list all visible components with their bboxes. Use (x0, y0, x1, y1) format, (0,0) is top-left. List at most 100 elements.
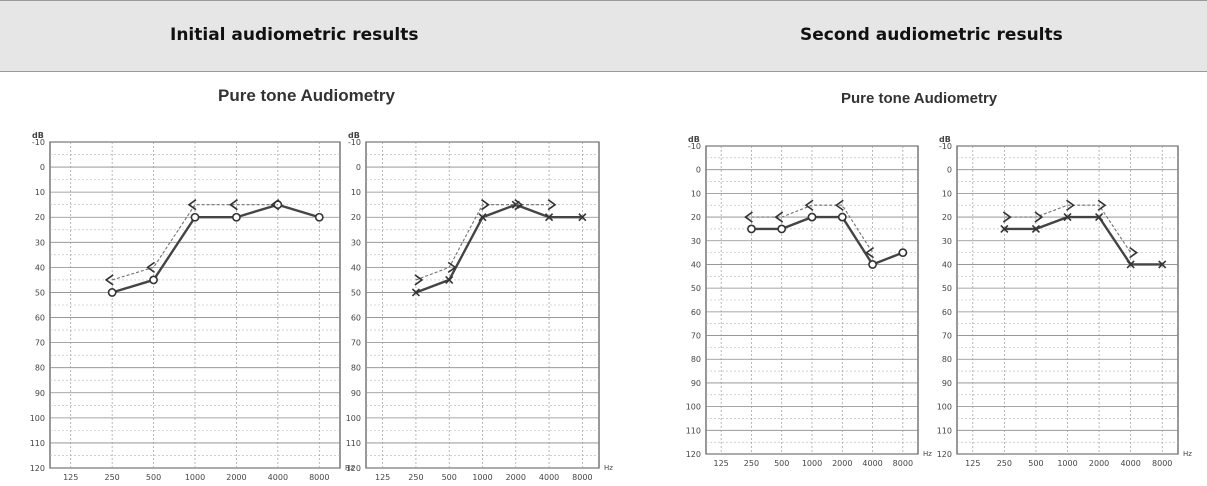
data-point-x (1095, 213, 1104, 222)
data-point-less-than (104, 274, 114, 286)
x-tick-label: 500 (1028, 459, 1043, 468)
x-tick-label: 2000 (832, 459, 852, 468)
y-tick-label: 10 (942, 189, 952, 198)
x-tick-label: 125 (965, 459, 980, 468)
results-header: Initial audiometric results Second audio… (0, 0, 1207, 72)
data-point-less-than (229, 199, 238, 211)
series-line (415, 204, 550, 281)
data-point-greater-than (481, 199, 490, 211)
initial-audiometry-title: Pure tone Audiometry (218, 86, 395, 105)
x-tick-label: 250 (408, 473, 423, 482)
y-tick-label: 70 (35, 339, 45, 348)
y-tick-label: 0 (696, 166, 701, 175)
x-tick-label: 1000 (185, 473, 205, 482)
y-tick-label: 20 (942, 213, 952, 222)
y-unit-label: dB (688, 135, 700, 144)
data-point-greater-than (1002, 211, 1012, 223)
series-line (111, 203, 320, 294)
y-tick-label: 40 (691, 260, 701, 269)
y-tick-label: 30 (691, 237, 701, 246)
x-tick-label: 8000 (893, 459, 913, 468)
x-tick-label: 8000 (309, 473, 329, 482)
y-tick-label: 10 (691, 189, 701, 198)
y-tick-label: 10 (351, 188, 361, 197)
series-line (751, 204, 874, 253)
series-line (751, 215, 904, 266)
y-tick-label: 60 (691, 308, 701, 317)
y-tick-label: 100 (937, 403, 952, 412)
data-point-circle (837, 212, 847, 222)
y-tick-label: 110 (346, 439, 361, 448)
y-tick-label: 60 (351, 314, 361, 323)
audiogram-second-right: -10 0 10 20 30 40 50 60 70 80 90 100 110 120 125 250 500… (686, 135, 933, 468)
data-point-greater-than (414, 274, 424, 286)
data-point-circle (232, 212, 241, 222)
data-point-x (1000, 224, 1009, 233)
y-tick-label: 80 (942, 355, 952, 364)
data-point-less-than (744, 211, 753, 223)
y-tick-label: 20 (691, 213, 701, 222)
data-point-less-than (774, 211, 784, 223)
y-tick-label: 60 (942, 308, 952, 317)
y-tick-label: 120 (346, 464, 361, 473)
y-tick-label: 30 (351, 238, 361, 247)
y-tick-label: 100 (346, 414, 361, 423)
audiogram-initial-left: -10 0 10 20 30 40 50 60 70 80 90 100 110 120 125 250 500… (346, 131, 614, 482)
data-point-greater-than (1066, 199, 1075, 211)
data-point-greater-than (1034, 211, 1044, 223)
data-point-less-than (187, 199, 197, 211)
data-point-x (1126, 260, 1135, 269)
y-tick-label: 90 (35, 389, 45, 398)
x-tick-label: 1000 (802, 459, 822, 468)
x-tick-label: 2000 (1089, 459, 1109, 468)
data-point-circle (898, 248, 908, 258)
data-point-x (1063, 213, 1072, 222)
y-tick-label: 80 (351, 364, 361, 373)
x-tick-label: 2000 (506, 473, 526, 482)
data-point-greater-than (447, 261, 457, 274)
y-tick-label: 50 (35, 288, 45, 297)
x-tick-label: 4000 (268, 473, 288, 482)
y-tick-label: 100 (30, 414, 45, 423)
x-unit-label: Hz (923, 450, 932, 458)
x-tick-label: 1000 (1057, 459, 1077, 468)
y-tick-label: 40 (942, 260, 952, 269)
x-tick-label: 250 (105, 473, 120, 482)
y-tick-label: 30 (942, 237, 952, 246)
data-point-circle (107, 288, 117, 297)
initial-results-heading: Initial audiometric results (170, 25, 419, 45)
y-tick-label: 60 (35, 314, 45, 323)
y-tick-label: 10 (35, 188, 45, 197)
y-tick-label: 120 (30, 464, 45, 473)
x-unit-label: Hz (1183, 450, 1192, 458)
second-audiometry-title: Pure tone Audiometry (841, 90, 998, 107)
data-point-x (478, 213, 487, 222)
data-point-greater-than (547, 199, 557, 211)
data-point-greater-than (514, 199, 524, 211)
second-results-heading: Second audiometric results (800, 25, 1063, 45)
data-point-circle (747, 224, 756, 234)
data-point-less-than (834, 199, 844, 211)
y-tick-label: 80 (35, 364, 45, 373)
data-point-less-than (804, 199, 814, 211)
y-tick-label: 20 (351, 213, 361, 222)
y-tick-label: 90 (942, 379, 952, 388)
data-point-less-than (146, 261, 156, 274)
x-tick-label: 125 (375, 473, 390, 482)
y-unit-label: dB (32, 131, 44, 140)
data-point-circle (149, 275, 158, 285)
y-tick-label: 100 (686, 403, 701, 412)
y-tick-label: 50 (351, 288, 361, 297)
x-tick-label: 8000 (572, 473, 592, 482)
y-tick-label: 110 (937, 426, 952, 435)
data-point-less-than (270, 199, 280, 211)
y-tick-label: 90 (691, 379, 701, 388)
y-tick-label: 0 (947, 166, 952, 175)
data-point-greater-than (1097, 199, 1107, 211)
y-tick-label: 40 (351, 263, 361, 272)
y-tick-label: 120 (686, 450, 701, 459)
data-point-circle (777, 224, 787, 234)
x-tick-label: 125 (714, 459, 729, 468)
y-tick-label: -10 (348, 138, 361, 147)
y-tick-label: 30 (35, 238, 45, 247)
